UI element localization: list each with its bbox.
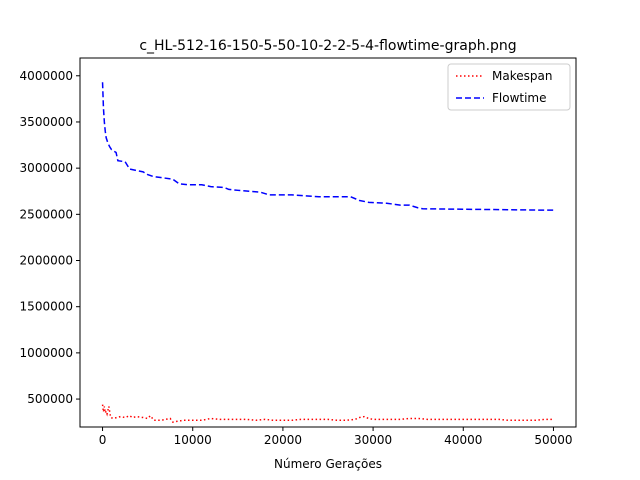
- y-tick-label: 3000000: [20, 161, 73, 175]
- x-tick-label: 30000: [354, 433, 392, 447]
- x-axis-label: Número Gerações: [274, 457, 382, 471]
- series-line-makespan: [101, 404, 554, 423]
- legend-label-flowtime: Flowtime: [492, 91, 547, 105]
- x-tick-label: 0: [99, 433, 107, 447]
- y-tick-label: 1500000: [20, 300, 73, 314]
- series-line-flowtime: [101, 82, 554, 211]
- legend-label-makespan: Makespan: [492, 69, 552, 83]
- y-tick-label: 2000000: [20, 254, 73, 268]
- y-tick-label: 4000000: [20, 69, 73, 83]
- plot-frame: [79, 57, 577, 428]
- y-tick-label: 500000: [27, 392, 73, 406]
- x-tick-label: 40000: [444, 433, 482, 447]
- x-tick-label: 50000: [534, 433, 572, 447]
- x-tick-label: 20000: [264, 433, 302, 447]
- chart-marks: 0 10000 20000 30000 40000 50000 500000 1000000 1…: [20, 38, 577, 471]
- y-tick-label: 3500000: [20, 115, 73, 129]
- y-tick-label: 1000000: [20, 346, 73, 360]
- chart-title: c_HL-512-16-150-5-50-10-2-2-5-4-flowtime…: [139, 38, 516, 54]
- y-tick-label: 2500000: [20, 207, 73, 221]
- x-tick-label: 10000: [174, 433, 212, 447]
